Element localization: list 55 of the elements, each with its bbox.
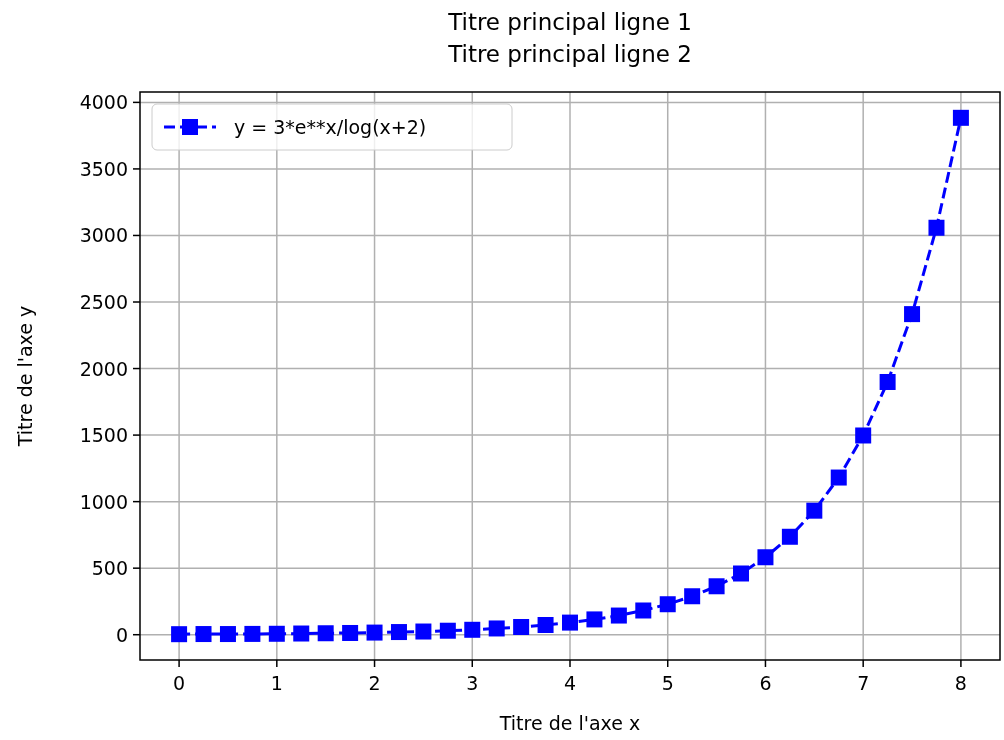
- y-tick-label: 3000: [79, 224, 128, 247]
- point: [610, 607, 627, 624]
- point: [293, 625, 310, 642]
- y-tick-label: 2500: [79, 291, 128, 314]
- x-tick-label: 8: [954, 672, 967, 694]
- point: [244, 625, 261, 642]
- point: [464, 621, 481, 638]
- point: [781, 528, 798, 545]
- x-axis-title: Titre de l'axe x: [498, 712, 641, 734]
- y-tick-label: 0: [115, 623, 128, 646]
- point: [659, 596, 676, 613]
- point: [537, 617, 554, 633]
- point: [513, 619, 530, 635]
- x-tick-label: 4: [563, 672, 577, 694]
- point: [195, 626, 212, 643]
- point: [488, 620, 505, 637]
- y-tick-label: 2000: [79, 357, 128, 380]
- point: [952, 109, 969, 126]
- point: [855, 427, 872, 444]
- point: [757, 549, 774, 566]
- chart-title: Titre principal ligne 1 Titre principal ligne 2: [447, 9, 692, 67]
- point: [562, 614, 578, 631]
- point: [635, 602, 652, 619]
- y-tick-label: 1000: [79, 490, 128, 513]
- x-tick-label: 6: [759, 672, 772, 694]
- x-tick-label: 2: [368, 672, 381, 694]
- y-tick-label: 3500: [79, 157, 128, 180]
- y-tick-label: 1500: [79, 424, 128, 447]
- y-tick-label: 500: [91, 557, 128, 580]
- legend-label: y = 3*e**x/log(x+2): [234, 116, 427, 138]
- y-axis-title: Titre de l'axe y: [14, 305, 36, 448]
- point: [684, 588, 701, 605]
- point: [904, 306, 921, 323]
- point: [586, 611, 603, 628]
- point: [830, 469, 847, 486]
- point: [366, 624, 383, 641]
- point: [708, 578, 725, 595]
- x-tick-label: 1: [270, 672, 283, 694]
- point: [390, 624, 407, 641]
- point: [806, 502, 823, 519]
- point: [733, 565, 750, 582]
- point: [342, 624, 359, 641]
- y-tick-label: 4000: [79, 91, 128, 114]
- point: [928, 219, 945, 236]
- x-tick-label: 5: [661, 672, 674, 694]
- x-tick-label: 0: [173, 672, 186, 694]
- point: [219, 626, 236, 643]
- point: [439, 622, 456, 639]
- point: [415, 623, 432, 640]
- point: [879, 373, 896, 390]
- point: [171, 626, 188, 643]
- point: [317, 625, 334, 642]
- point: [268, 625, 285, 642]
- x-tick-label: 3: [466, 672, 479, 694]
- x-tick-label: 7: [857, 672, 870, 694]
